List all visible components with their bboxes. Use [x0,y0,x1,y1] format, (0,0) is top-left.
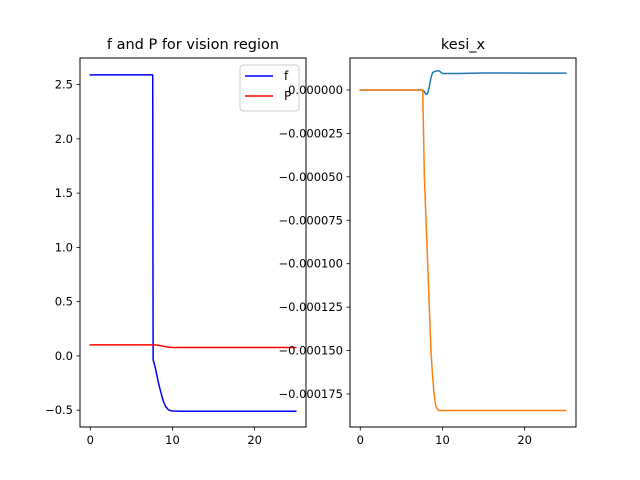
right-plot-ytick-label: −0.000100 [278,257,343,271]
left-plot-title: f and P for vision region [107,37,279,53]
left-plot-ytick-label: 2.5 [55,78,73,92]
right-plot-ytick-label: 0.000000 [288,83,343,97]
right-plot-xtick-label: 0 [357,433,364,447]
left-plot-ytick-label: 1.5 [55,186,73,200]
legend-label-p: P [284,89,291,103]
left-plot-legend: f P [239,64,300,112]
left-plot-ytick-label: 2.0 [55,132,73,146]
right-plot-marks [359,70,567,412]
left-plot-marks [89,74,297,413]
right-plot-series-1-line [359,89,567,412]
legend-label-f: f [284,69,289,83]
right-plot-ytick-label: −0.000050 [278,170,343,184]
left-plot-yticks: −0.5 0.0 0.5 1.0 1.5 2.0 2.5 [45,78,80,417]
right-plot-title: kesi_x [441,37,486,53]
left-plot-xtick-label: 10 [165,433,180,447]
right-plot-ytick-label: −0.000175 [278,387,343,401]
right-plot-xtick-label: 10 [435,433,450,447]
left-plot-ytick-label: 0.5 [55,295,73,309]
right-plot-ytick-label: −0.000075 [278,213,343,227]
right-plot-ytick-label: −0.000025 [278,126,343,140]
right-plot-yticks: 0.000000 −0.000025 −0.000050 −0.000075 −0.00… [278,83,350,401]
left-plot-xtick-label: 0 [87,433,94,447]
right-plot-xtick-label: 20 [517,433,532,447]
left-plot-frame [79,57,307,428]
right-plot-ytick-label: −0.000150 [278,344,343,358]
left-plot: f and P for vision region 0 10 20 −0.5 0.0 0… [45,37,307,447]
left-plot-xtick-label: 20 [247,433,262,447]
left-plot-ytick-label: 0.0 [55,349,73,363]
left-plot-ytick-label: 1.0 [55,240,73,254]
left-plot-series-p-line [89,344,297,349]
right-plot-xticks: 0 10 20 [357,427,532,447]
left-plot-ytick-label: −0.5 [45,403,73,417]
left-plot-xticks: 0 10 20 [87,427,262,447]
right-plot-ytick-label: −0.000125 [278,300,343,314]
right-plot-series-0-line [359,70,567,96]
left-plot-series-f-line [89,74,297,413]
right-plot: kesi_x 0 10 20 0.000000 −0.000025 −0.000050 −… [278,37,577,447]
right-plot-frame [349,57,577,428]
